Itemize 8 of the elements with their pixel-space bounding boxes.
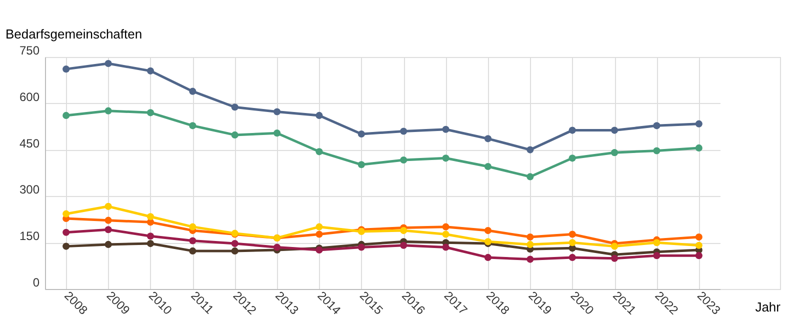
y-tick-label: 300 [19,182,40,197]
y-tick-label: 600 [19,90,40,104]
x-axis-title: Jahr [755,300,782,314]
y-tick-label: 150 [19,229,40,244]
y-tick-label: 450 [19,136,40,150]
y-tick-label: 750 [19,44,40,58]
y-axis-title: Bedarfsgemeinschaften [6,26,142,42]
y-tick-label: 0 [32,276,40,290]
